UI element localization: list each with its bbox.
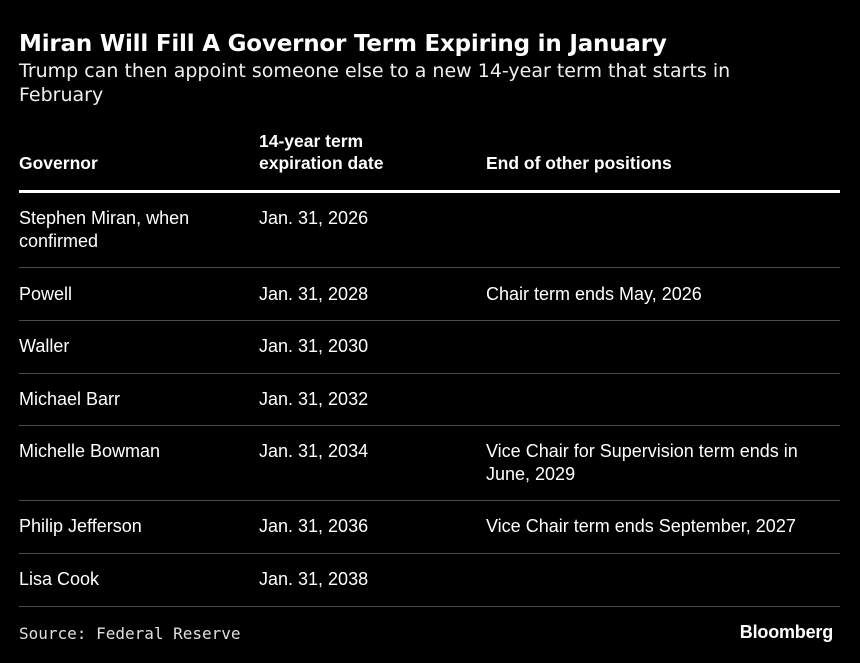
column-header-other-positions: End of other positions: [486, 153, 672, 173]
row-divider: [19, 267, 840, 268]
row-divider: [19, 500, 840, 501]
cell-expiration-6: Jan. 31, 2038: [259, 569, 369, 589]
header-divider: [19, 190, 840, 193]
column-header-governor: Governor: [19, 153, 98, 173]
cell-expiration-2: Jan. 31, 2030: [259, 336, 369, 356]
bloomberg-logo: Bloomberg: [739, 622, 833, 642]
column-header-expiration: 14-year term expiration date: [259, 131, 384, 173]
cell-governor-3: Michael Barr: [19, 389, 121, 409]
cell-governor-2: Waller: [19, 336, 70, 356]
cell-governor-5: Philip Jefferson: [19, 516, 142, 536]
chart-title: Miran Will Fill A Governor Term Expiring…: [19, 31, 667, 57]
cell-governor-1: Powell: [19, 284, 73, 304]
row-divider: [19, 373, 840, 374]
cell-governor-4: Michelle Bowman: [19, 441, 161, 461]
row-divider: [19, 606, 840, 607]
source-note: Source: Federal Reserve: [19, 624, 241, 643]
cell-governor-0: Stephen Miran, when confirmed: [19, 208, 190, 251]
row-divider: [19, 553, 840, 554]
cell-other-1: Chair term ends May, 2026: [486, 284, 702, 304]
cell-expiration-4: Jan. 31, 2034: [259, 441, 369, 461]
row-divider: [19, 320, 840, 321]
chart-subtitle: Trump can then appoint someone else to a…: [19, 60, 731, 106]
row-divider: [19, 425, 840, 426]
cell-expiration-1: Jan. 31, 2028: [259, 284, 369, 304]
cell-other-5: Vice Chair term ends September, 2027: [486, 516, 796, 536]
cell-expiration-3: Jan. 31, 2032: [259, 389, 369, 409]
cell-other-4: Vice Chair for Supervision term ends in …: [486, 441, 798, 484]
cell-expiration-5: Jan. 31, 2036: [259, 516, 369, 536]
cell-expiration-0: Jan. 31, 2026: [259, 208, 369, 228]
cell-governor-6: Lisa Cook: [19, 569, 100, 589]
